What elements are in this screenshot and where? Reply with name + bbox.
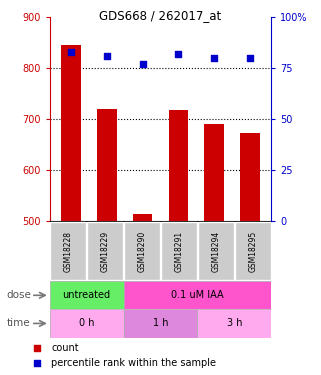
Bar xyxy=(169,110,188,221)
Text: GDS668 / 262017_at: GDS668 / 262017_at xyxy=(100,9,221,22)
Bar xyxy=(204,124,224,221)
Bar xyxy=(50,222,86,280)
Text: 0.1 uM IAA: 0.1 uM IAA xyxy=(171,290,224,300)
Point xyxy=(176,51,181,57)
Bar xyxy=(235,222,271,280)
Bar xyxy=(87,222,123,280)
Bar xyxy=(50,309,124,338)
Bar xyxy=(133,214,152,221)
Point xyxy=(69,49,74,55)
Text: 0 h: 0 h xyxy=(79,318,94,328)
Bar xyxy=(240,134,260,221)
Text: GSM18290: GSM18290 xyxy=(137,231,147,272)
Bar xyxy=(124,309,197,338)
Point xyxy=(34,360,39,366)
Bar xyxy=(197,309,271,338)
Text: 1 h: 1 h xyxy=(153,318,168,328)
Bar xyxy=(61,45,81,221)
Text: time: time xyxy=(6,318,30,328)
Bar xyxy=(161,222,197,280)
Point xyxy=(140,61,145,67)
Text: percentile rank within the sample: percentile rank within the sample xyxy=(51,358,216,368)
Text: 3 h: 3 h xyxy=(227,318,242,328)
Bar xyxy=(124,222,160,280)
Point xyxy=(34,345,39,351)
Point xyxy=(104,53,109,59)
Bar xyxy=(198,222,234,280)
Text: GSM18295: GSM18295 xyxy=(248,231,257,272)
Text: GSM18228: GSM18228 xyxy=(64,231,73,272)
Point xyxy=(212,55,217,61)
Text: GSM18294: GSM18294 xyxy=(211,231,221,272)
Point xyxy=(247,55,252,61)
Text: count: count xyxy=(51,343,79,353)
Bar xyxy=(50,281,124,309)
Text: GSM18229: GSM18229 xyxy=(100,231,110,272)
Bar xyxy=(97,109,117,221)
Text: GSM18291: GSM18291 xyxy=(174,231,184,272)
Bar xyxy=(124,281,271,309)
Text: untreated: untreated xyxy=(63,290,111,300)
Text: dose: dose xyxy=(6,290,31,300)
